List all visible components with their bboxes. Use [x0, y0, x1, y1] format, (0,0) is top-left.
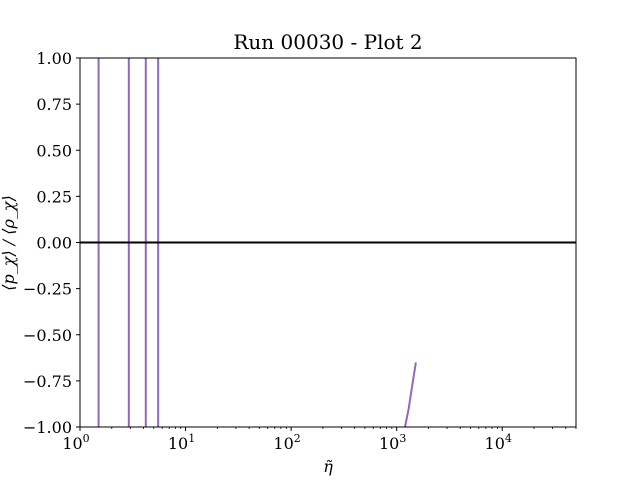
y-tick-label: 0.00 — [36, 234, 72, 253]
y-tick-label: −0.25 — [23, 280, 72, 299]
y-tick-label: −0.50 — [23, 326, 72, 345]
y-axis-label: ⟨p_χ⟩ / ⟨ρ_χ⟩ — [0, 195, 18, 291]
x-axis: 100 101 102 103 104 — [62, 427, 577, 453]
y-tick-label: −0.75 — [23, 372, 72, 391]
y-tick-label: 0.50 — [36, 141, 72, 160]
chart-title: Run 00030 - Plot 2 — [233, 30, 422, 54]
y-tick-label: 0.75 — [36, 95, 72, 114]
x-tick-label: 104 — [485, 432, 512, 453]
y-tick-label: 1.00 — [36, 49, 72, 68]
plot-area — [80, 58, 576, 427]
x-tick-label: 100 — [62, 432, 89, 453]
y-tick-label: −1.00 — [23, 418, 72, 437]
x-tick-label: 102 — [273, 432, 300, 453]
y-tick-label: 0.25 — [36, 187, 72, 206]
x-tick-label: 101 — [168, 432, 195, 453]
series-line-segment-5 — [404, 362, 417, 427]
x-axis-label: η̃ — [323, 457, 333, 476]
x-tick-label: 103 — [379, 432, 406, 453]
y-axis: −1.00 −0.75 −0.50 −0.25 0.00 0.25 0.50 0.75 1.00 — [23, 49, 80, 437]
